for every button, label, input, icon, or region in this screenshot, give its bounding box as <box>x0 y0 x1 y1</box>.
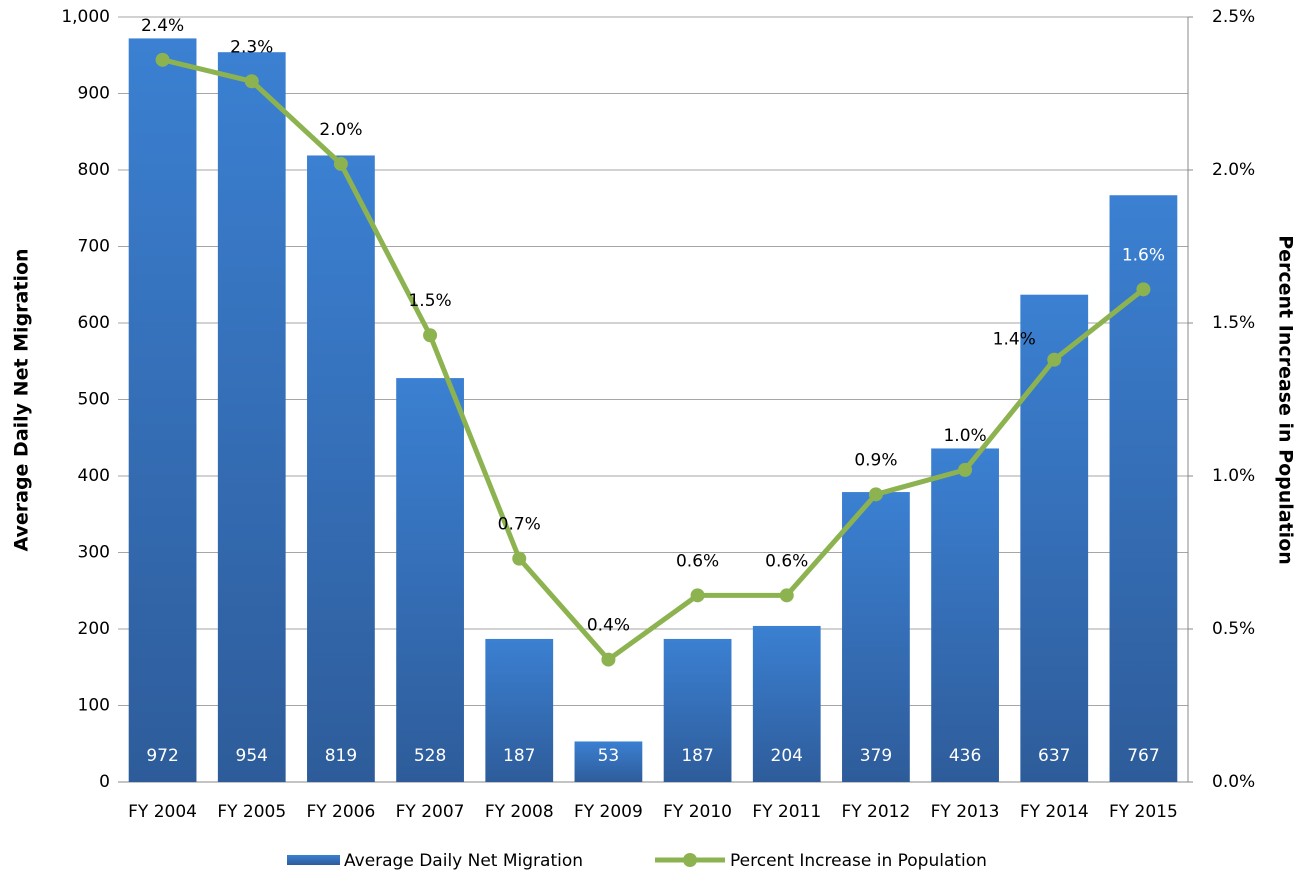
line-point <box>155 52 170 67</box>
x-tick-label: FY 2013 <box>931 802 1000 822</box>
bar <box>1020 294 1089 782</box>
line-value-label: 0.6% <box>765 551 808 571</box>
bar <box>842 492 910 782</box>
y-tick-label: 200 <box>78 619 110 639</box>
y2-tick-label: 1.0% <box>1212 466 1255 486</box>
x-tick-label: FY 2007 <box>396 802 465 822</box>
line-point <box>1136 282 1151 297</box>
bar <box>574 741 643 782</box>
line-value-label: 2.4% <box>141 16 184 36</box>
y2-tick-label: 0.5% <box>1212 619 1255 639</box>
x-tick-label: FY 2009 <box>574 802 643 822</box>
line-value-label: 0.9% <box>854 450 897 470</box>
line-value-label: 1.0% <box>943 426 986 446</box>
bar <box>663 638 732 782</box>
line-point <box>779 588 794 603</box>
line-value-label: 0.7% <box>498 515 541 535</box>
y-tick-label: 700 <box>78 237 110 257</box>
x-tick-label: FY 2004 <box>128 802 197 822</box>
line-value-label: 2.0% <box>319 120 362 140</box>
bar-value-label: 972 <box>146 746 178 766</box>
x-tick-label: FY 2014 <box>1020 802 1089 822</box>
bar-value-label: 528 <box>414 746 446 766</box>
y-tick-label: 1,000 <box>61 7 110 27</box>
y-tick-label: 500 <box>78 390 110 410</box>
line-point <box>958 462 973 477</box>
line-value-label: 1.6% <box>1122 245 1165 265</box>
y-tick-label: 600 <box>78 313 110 333</box>
bar-value-label: 767 <box>1127 746 1159 766</box>
bar-value-label: 187 <box>681 746 713 766</box>
x-tick-label: FY 2008 <box>485 802 554 822</box>
bar <box>217 52 286 782</box>
line-point <box>690 588 705 603</box>
y-tick-label: 400 <box>78 466 110 486</box>
x-tick-label: FY 2011 <box>752 802 821 822</box>
line-point <box>244 74 259 89</box>
line-value-label: 2.3% <box>230 37 273 57</box>
line-point <box>423 328 438 343</box>
y-tick-label: 100 <box>78 696 110 716</box>
bar-value-label: 187 <box>503 746 535 766</box>
line-value-label: 0.6% <box>676 551 719 571</box>
y2-tick-label: 2.0% <box>1212 160 1255 180</box>
line <box>161 57 1145 663</box>
bar <box>931 448 999 782</box>
line-point <box>512 551 527 566</box>
line-point <box>868 487 883 502</box>
bar-value-label: 204 <box>771 746 803 766</box>
y-tick-label: 0 <box>99 772 110 792</box>
bar-value-label: 436 <box>949 746 981 766</box>
line-point <box>1047 352 1062 367</box>
bar <box>752 625 821 782</box>
bar-value-label: 53 <box>598 746 620 766</box>
bar <box>128 38 197 783</box>
bar <box>396 378 464 782</box>
y2-axis-title: Percent Increase in Population <box>1275 235 1297 565</box>
bar-value-label: 637 <box>1038 746 1070 766</box>
legend-label: Percent Increase in Population <box>730 851 987 871</box>
legend-label: Average Daily Net Migration <box>344 851 583 871</box>
bar-value-label: 379 <box>860 746 892 766</box>
bar <box>485 638 554 782</box>
line-value-label: 1.5% <box>408 291 451 311</box>
x-tick-label: FY 2012 <box>841 802 910 822</box>
x-tick-label: FY 2010 <box>663 802 732 822</box>
y2-tick-label: 0.0% <box>1212 772 1255 792</box>
y-tick-label: 800 <box>78 160 110 180</box>
line-point <box>333 156 348 171</box>
y2-tick-label: 2.5% <box>1212 7 1255 27</box>
line-point <box>601 652 616 667</box>
legend-swatch <box>683 853 697 867</box>
y-tick-label: 900 <box>78 84 110 104</box>
line-value-label: 0.4% <box>587 616 630 636</box>
bar-value-label: 819 <box>325 746 357 766</box>
x-tick-label: FY 2006 <box>306 802 375 822</box>
bar-value-label: 954 <box>236 746 268 766</box>
y-axis-title: Average Daily Net Migration <box>11 248 33 551</box>
x-tick-label: FY 2015 <box>1109 802 1178 822</box>
bar <box>307 155 375 783</box>
line-value-label: 1.4% <box>993 330 1036 350</box>
x-tick-label: FY 2005 <box>217 802 286 822</box>
y-tick-label: 300 <box>78 543 110 563</box>
legend-swatch <box>287 855 340 865</box>
y2-tick-label: 1.5% <box>1212 313 1255 333</box>
